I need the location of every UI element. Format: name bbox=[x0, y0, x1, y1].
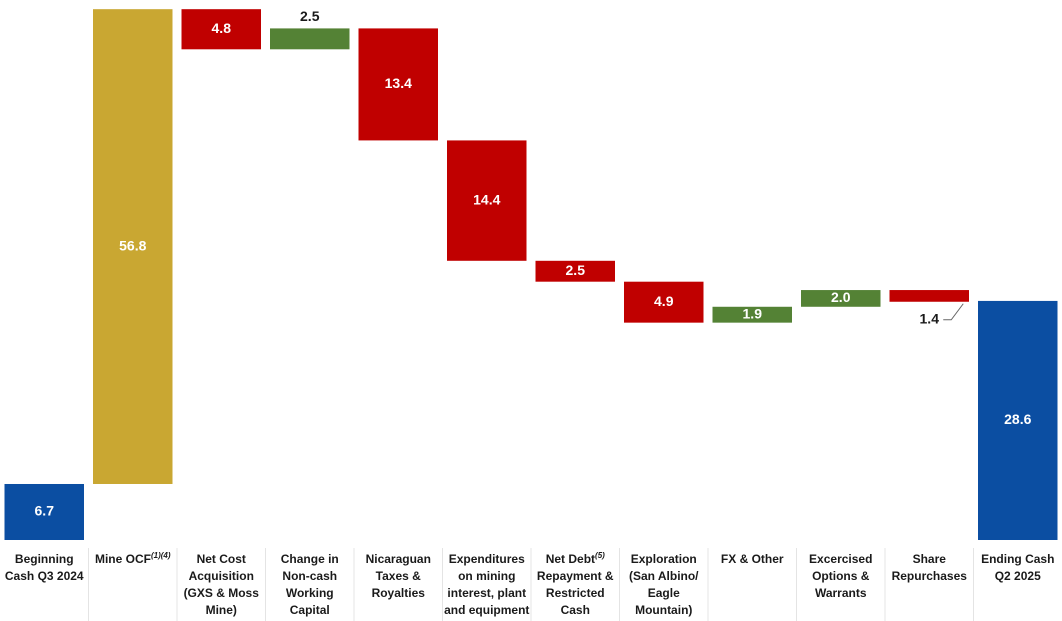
category-text: Nicaraguan Taxes & Royalties bbox=[365, 552, 431, 600]
value-label: 2.5 bbox=[566, 262, 586, 278]
bar bbox=[270, 28, 350, 50]
category-label: Mine OCF(1)(4) bbox=[90, 551, 176, 568]
category-text: Mine OCF bbox=[94, 552, 151, 566]
bar bbox=[535, 260, 615, 282]
value-label: 13.4 bbox=[385, 75, 412, 91]
category-text: Net Cost Acquisition (GXS & Moss Mine) bbox=[183, 552, 259, 617]
value-label: 2.5 bbox=[300, 8, 320, 24]
category-label: FX & Other bbox=[709, 551, 795, 568]
bar bbox=[358, 28, 438, 141]
value-label: 4.8 bbox=[212, 20, 232, 36]
value-label: 4.9 bbox=[654, 293, 674, 309]
bar bbox=[181, 9, 261, 50]
category-label: Exploration (San Albino/ Eagle Mountain) bbox=[621, 551, 707, 619]
bar bbox=[4, 483, 84, 540]
category-label: Net Debt(5) Repayment & Restricted Cash R… bbox=[532, 551, 618, 621]
category-label: Net Cost Acquisition (GXS & Moss Mine) bbox=[178, 551, 264, 619]
value-label: 56.8 bbox=[119, 237, 146, 253]
value-label: 2.0 bbox=[831, 289, 851, 305]
category-text: Expenditures on mining interest, plant a… bbox=[444, 552, 530, 617]
category-text: Ending Cash Q2 2025 bbox=[981, 552, 1055, 583]
category-text: Change in Non-cash Working Capital bbox=[280, 552, 339, 617]
bar bbox=[712, 306, 792, 323]
footnote-ref: (5) bbox=[595, 551, 605, 560]
category-text: Excercised Options & Warrants bbox=[809, 552, 873, 600]
value-label: 14.4 bbox=[473, 191, 500, 207]
value-label: 1.4 bbox=[920, 310, 940, 326]
category-text: FX & Other bbox=[720, 552, 784, 566]
value-label: 1.9 bbox=[743, 305, 763, 321]
bar bbox=[447, 140, 527, 261]
bar bbox=[978, 300, 1058, 540]
bar bbox=[624, 281, 704, 323]
category-text: Net Debt bbox=[545, 552, 596, 566]
bar bbox=[889, 290, 969, 302]
value-label: 6.7 bbox=[35, 503, 55, 519]
value-label: 28.6 bbox=[1004, 411, 1031, 427]
category-label: Ending Cash Q2 2025 bbox=[975, 551, 1061, 585]
category-text: Repayment & Restricted Cash Refunded bbox=[536, 569, 614, 621]
category-label: Excercised Options & Warrants bbox=[798, 551, 884, 602]
category-label: Beginning Cash Q3 2024 bbox=[1, 551, 87, 585]
footnote-ref: (1)(4) bbox=[150, 551, 171, 560]
bar bbox=[93, 9, 173, 484]
leader-line bbox=[943, 303, 964, 321]
category-label: Expenditures on mining interest, plant a… bbox=[444, 551, 530, 619]
category-text: Exploration (San Albino/ Eagle Mountain) bbox=[628, 552, 699, 617]
bar bbox=[801, 290, 881, 307]
category-label: Share Repurchases bbox=[886, 551, 972, 585]
category-text: Share Repurchases bbox=[891, 552, 967, 583]
category-label: Change in Non-cash Working Capital bbox=[267, 551, 353, 619]
category-text: Beginning Cash Q3 2024 bbox=[4, 552, 84, 583]
category-label: Nicaraguan Taxes & Royalties bbox=[355, 551, 441, 602]
